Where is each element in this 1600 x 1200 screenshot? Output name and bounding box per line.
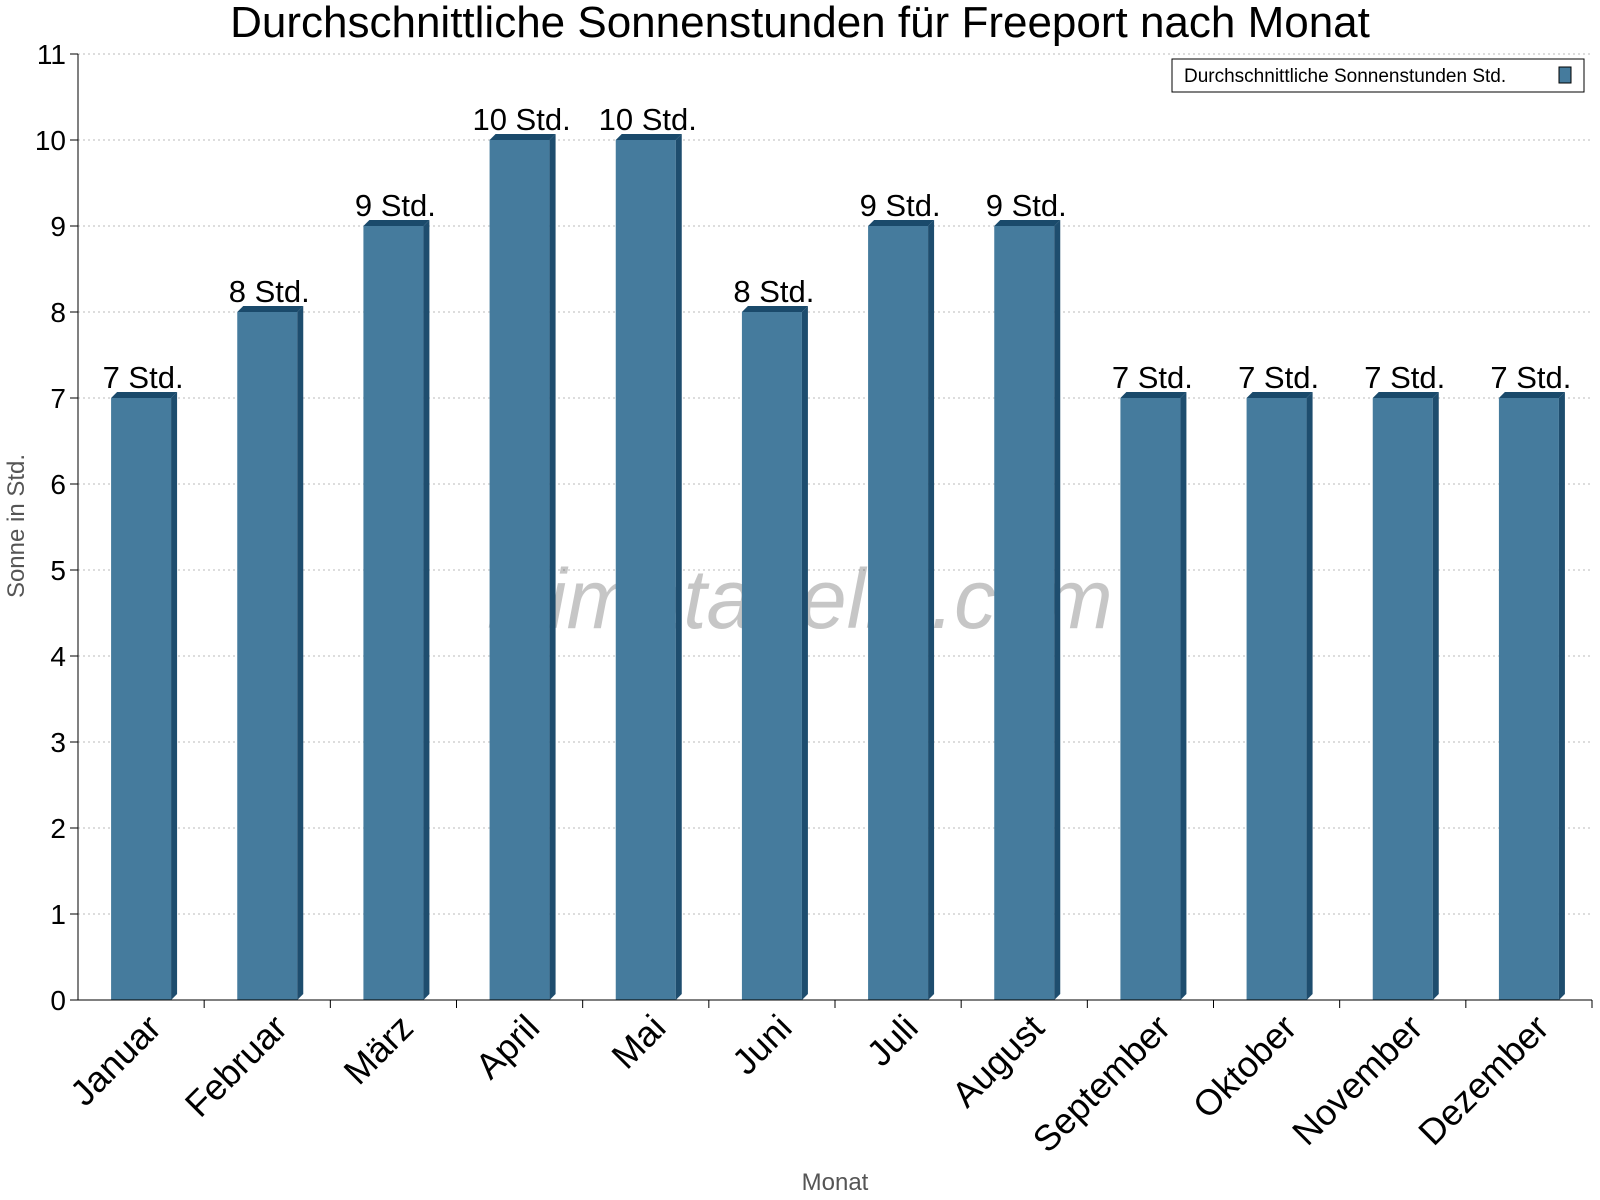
bar-top xyxy=(489,134,556,140)
bar-front xyxy=(111,398,172,1000)
data-label: 10 Std. xyxy=(599,102,697,137)
bar-side xyxy=(1558,392,1565,1000)
bar-side xyxy=(928,220,935,1000)
bar-januar xyxy=(111,392,178,1000)
x-tick-label: Januar xyxy=(62,1007,169,1114)
x-tick-label: Oktober xyxy=(1185,1007,1305,1127)
bar-front xyxy=(1372,398,1433,1000)
bar-top xyxy=(868,220,935,226)
x-tick-label: August xyxy=(944,1007,1052,1115)
bar-top xyxy=(994,220,1061,226)
grid-lines xyxy=(78,53,1592,915)
bar-side xyxy=(1306,392,1313,1000)
bar-oktober xyxy=(1246,392,1313,1000)
bars xyxy=(111,134,1565,1000)
chart-title: Durchschnittliche Sonnenstunden für Free… xyxy=(230,0,1370,47)
y-tick-label: 0 xyxy=(50,985,66,1016)
bar-side xyxy=(171,392,178,1000)
bar-front xyxy=(1120,398,1181,1000)
bar-august xyxy=(994,220,1061,1000)
bar-side xyxy=(1054,220,1061,1000)
data-labels: 7 Std. 8 Std. 9 Std. 10 Std. 10 Std. 8 Std. 9 … xyxy=(103,102,1572,395)
bar-front xyxy=(1246,398,1307,1000)
bar-side xyxy=(675,134,682,1000)
legend-label: Durchschnittliche Sonnenstunden Std. xyxy=(1184,66,1506,87)
x-tick-label: Juni xyxy=(724,1007,800,1083)
data-label: 9 Std. xyxy=(355,188,436,223)
data-label: 8 Std. xyxy=(733,274,814,309)
bar-front xyxy=(237,312,298,1000)
x-tick-label: November xyxy=(1284,1007,1430,1153)
bar-top xyxy=(363,220,430,226)
x-tick-label: Dezember xyxy=(1410,1007,1556,1153)
y-tick-label: 11 xyxy=(37,39,66,70)
legend-box xyxy=(1171,58,1585,93)
y-tick-label: 10 xyxy=(35,125,66,156)
y-tick-label: 1 xyxy=(50,899,66,930)
x-tick-label: April xyxy=(467,1007,547,1087)
bar-top xyxy=(1372,392,1439,398)
data-label: 7 Std. xyxy=(103,360,184,395)
y-tick-label: 3 xyxy=(50,727,66,758)
y-axis-title: Sonne in Std. xyxy=(3,454,30,598)
data-label: 7 Std. xyxy=(1112,360,1193,395)
x-tick-label: September xyxy=(1025,1007,1179,1161)
bar-side xyxy=(801,306,808,1000)
data-label: 10 Std. xyxy=(472,102,570,137)
bar-front xyxy=(615,140,676,1000)
bar-top xyxy=(1246,392,1313,398)
bar-side xyxy=(549,134,556,1000)
bar-mai xyxy=(615,134,682,1000)
bar-top xyxy=(1498,392,1565,398)
y-tick-label: 2 xyxy=(50,813,66,844)
data-label: 9 Std. xyxy=(986,188,1067,223)
bar-top xyxy=(615,134,682,140)
bar-front xyxy=(489,140,550,1000)
y-tick-label: 5 xyxy=(50,555,66,586)
data-label: 9 Std. xyxy=(860,188,941,223)
bar-side xyxy=(1432,392,1439,1000)
data-label: 7 Std. xyxy=(1490,360,1571,395)
data-label: 8 Std. xyxy=(229,274,310,309)
x-tick-label: Mai xyxy=(603,1007,673,1077)
data-label: 7 Std. xyxy=(1364,360,1445,395)
bar-juni xyxy=(741,306,808,1000)
x-tick-label: Juli xyxy=(859,1007,926,1074)
bar-front xyxy=(994,226,1055,1000)
bar-top xyxy=(111,392,178,398)
x-axis-title: Monat xyxy=(802,1169,869,1196)
bar-april xyxy=(489,134,556,1000)
bar-märz xyxy=(363,220,430,1000)
bar-front xyxy=(868,226,929,1000)
bar-september xyxy=(1120,392,1187,1000)
y-tick-label: 7 xyxy=(50,383,66,414)
data-label: 7 Std. xyxy=(1238,360,1319,395)
y-tick-label: 4 xyxy=(50,641,66,672)
bar-februar xyxy=(237,306,304,1000)
x-tick-label: März xyxy=(336,1007,422,1093)
bar-front xyxy=(1498,398,1559,1000)
bar-november xyxy=(1372,392,1439,1000)
bar-front xyxy=(741,312,802,1000)
y-tick-label: 8 xyxy=(50,297,66,328)
bar-juli xyxy=(868,220,935,1000)
x-tick-label: Februar xyxy=(177,1007,295,1125)
y-tick-label: 9 xyxy=(50,211,66,242)
bar-top xyxy=(1120,392,1187,398)
bar-side xyxy=(423,220,430,1000)
bar-side xyxy=(1180,392,1187,1000)
legend-swatch xyxy=(1558,66,1572,84)
bar-dezember xyxy=(1498,392,1565,1000)
y-tick-label: 6 xyxy=(50,469,66,500)
bar-front xyxy=(363,226,424,1000)
bar-side xyxy=(297,306,304,1000)
bar-top xyxy=(741,306,808,312)
legend: Durchschnittliche Sonnenstunden Std. xyxy=(1171,58,1585,93)
bar-top xyxy=(237,306,304,312)
